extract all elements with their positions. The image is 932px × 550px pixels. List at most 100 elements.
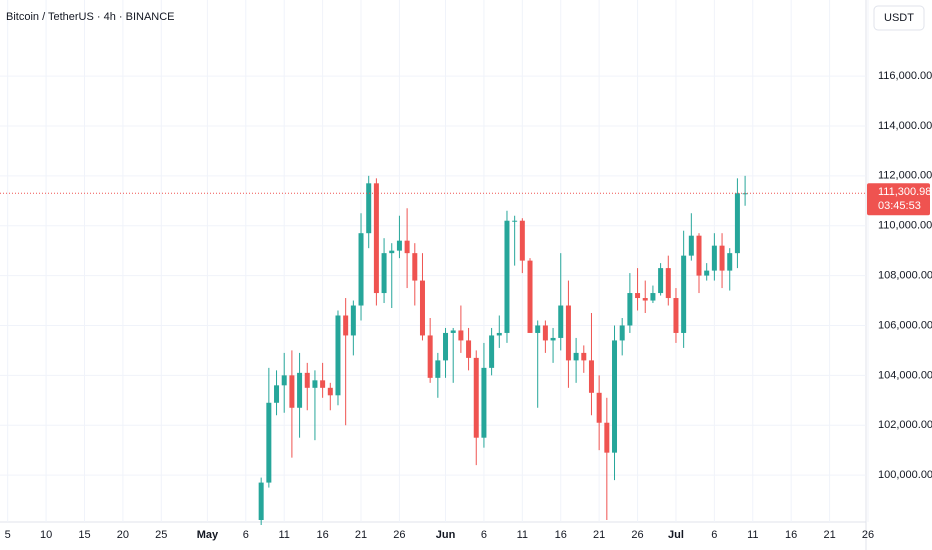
countdown: 03:45:53 [878, 200, 921, 212]
candle-body [396, 240, 402, 251]
candle-body [281, 375, 287, 386]
candle-body [266, 402, 272, 483]
candle-body [304, 372, 310, 388]
candle-body [612, 340, 618, 453]
candle-body [642, 298, 648, 301]
currency-button[interactable] [873, 5, 925, 31]
candle-body [519, 220, 525, 261]
x-tick-label: 11 [517, 529, 528, 541]
candle-body [550, 337, 556, 341]
x-tick-label: 26 [393, 529, 405, 541]
candle-body [343, 315, 349, 336]
symbol-title: Bitcoin / TetherUS · 4h · BINANCE [6, 11, 175, 23]
last-price-label: 111,300.98 [878, 186, 931, 198]
y-tick-label: 100,000.00 [878, 469, 932, 481]
y-tick-label: 116,000.00 [878, 70, 932, 82]
x-tick-label: 21 [823, 529, 835, 541]
x-tick-label: 20 [117, 529, 129, 541]
candle-body [588, 360, 594, 393]
candle-body [727, 253, 733, 271]
candle-body [673, 298, 679, 333]
y-tick-label: 110,000.00 [878, 220, 932, 232]
x-tick-label: 26 [862, 529, 874, 541]
candle-body [297, 372, 303, 408]
candle-body [389, 250, 395, 254]
x-tick-label: 6 [481, 529, 487, 541]
candle-body [581, 352, 587, 361]
x-tick-label: 15 [78, 529, 90, 541]
candle-body [443, 332, 449, 361]
candle-body [404, 240, 410, 254]
candle-body [435, 360, 441, 378]
x-tick-label: May [197, 529, 219, 541]
x-tick-label: 25 [155, 529, 167, 541]
candle-body [381, 253, 387, 294]
x-tick-label: 21 [355, 529, 367, 541]
candle-body [573, 352, 579, 361]
x-tick-label: 11 [747, 529, 758, 541]
candle-body [450, 330, 456, 333]
candle-body [542, 325, 548, 341]
candle-body [665, 268, 671, 299]
last-price-badge [867, 183, 930, 216]
candle-body [320, 380, 326, 388]
candle-body [711, 245, 717, 271]
currency-label[interactable]: USDT [884, 12, 914, 24]
candle-body [496, 332, 502, 336]
candle-body [350, 305, 356, 336]
candle-body [681, 255, 687, 333]
y-tick-label: 114,000.00 [878, 120, 932, 132]
y-tick-label: 106,000.00 [878, 319, 932, 331]
candle-body [688, 235, 694, 256]
y-tick-label: 104,000.00 [878, 369, 932, 381]
candle-body [527, 260, 533, 333]
y-tick-label: 112,000.00 [878, 170, 932, 182]
candle-body [466, 340, 472, 358]
x-tick-label: 26 [631, 529, 643, 541]
candle-body [427, 335, 433, 378]
x-tick-label: 11 [279, 529, 290, 541]
x-tick-label: 16 [555, 529, 567, 541]
candle-body [335, 315, 341, 396]
candle-body [512, 220, 518, 222]
x-tick-label: 5 [5, 529, 11, 541]
candle-body [289, 375, 295, 408]
candle-body [627, 293, 633, 326]
x-tick-label: 21 [593, 529, 605, 541]
candle-body [327, 387, 333, 396]
candle-body [565, 305, 571, 361]
candle-body [312, 380, 318, 388]
y-tick-label: 102,000.00 [878, 419, 932, 431]
candle-body [558, 305, 564, 338]
candle-body [658, 268, 664, 294]
candle-body [373, 183, 379, 294]
x-tick-label: Jul [668, 529, 684, 541]
candle-body [419, 280, 425, 336]
x-tick-label: 6 [243, 529, 249, 541]
candle-body [473, 357, 479, 438]
candle-body [596, 392, 602, 423]
candle-body [742, 193, 748, 195]
x-tick-label: 6 [711, 529, 717, 541]
candle-body [604, 422, 610, 453]
candle-body [734, 193, 740, 254]
y-tick-label: 108,000.00 [878, 269, 932, 281]
x-tick-label: 16 [785, 529, 797, 541]
candle-body [696, 235, 702, 276]
candle-body [412, 253, 418, 281]
candle-body [704, 270, 710, 276]
candle-body [458, 330, 464, 341]
candle-body [619, 325, 625, 341]
candle-body [535, 325, 541, 333]
candle-body [504, 220, 510, 333]
x-tick-label: 16 [316, 529, 328, 541]
candle-body [481, 367, 487, 438]
candle-body [274, 385, 280, 403]
candle-body [489, 335, 495, 368]
candle-body [635, 293, 641, 299]
x-tick-label: 10 [40, 529, 52, 541]
candle-body [258, 482, 264, 520]
candle-body [358, 233, 364, 306]
candle-body [366, 183, 372, 234]
